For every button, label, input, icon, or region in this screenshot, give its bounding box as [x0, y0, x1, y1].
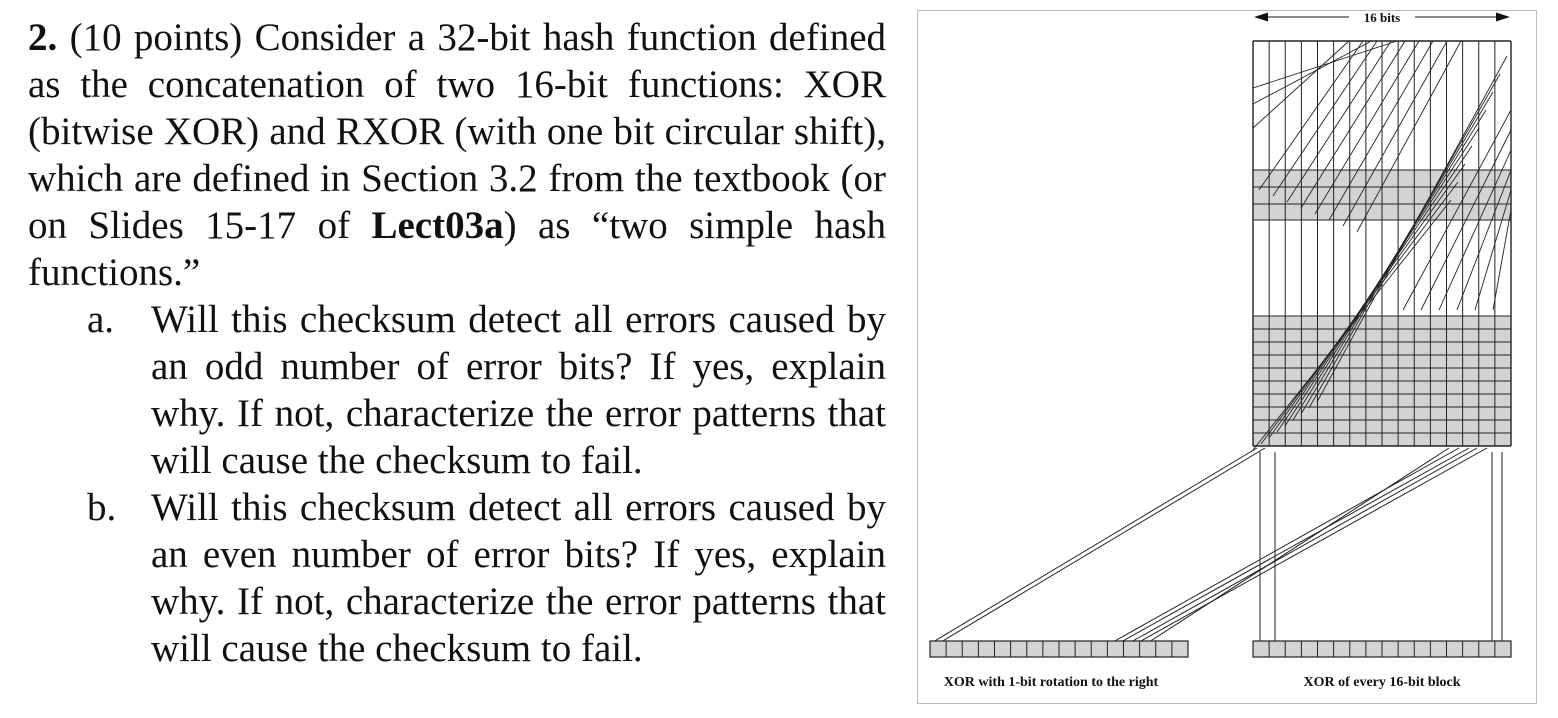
width-label: 16 bits	[1364, 10, 1400, 25]
diagonal-line	[1328, 40, 1434, 221]
width-arrow: 16 bits	[1254, 10, 1510, 25]
part-b-text: Will this checksum detect all errors cau…	[151, 486, 886, 670]
output-route-line	[1138, 447, 1488, 643]
part-a: a. Will this checksum detect all errors …	[28, 296, 886, 484]
output-route-line	[940, 447, 1266, 643]
output-route-line	[1112, 447, 1460, 643]
question-intro: 2. (10 points) Consider a 32-bit hash fu…	[28, 14, 886, 296]
question-intro-tail: ) as “two simple hash functions.”	[28, 204, 886, 294]
bit-grid	[1252, 40, 1512, 447]
diagonal-line	[1314, 40, 1420, 215]
diagonal-line	[1474, 189, 1512, 311]
output-registers	[929, 640, 1512, 658]
figure-border	[917, 10, 1537, 704]
diagonal-line	[1402, 109, 1512, 311]
diagonal-line	[1356, 40, 1462, 233]
output-route-line	[1148, 447, 1450, 643]
diagonal-line	[1252, 40, 1398, 89]
diagonal-line	[1316, 55, 1508, 403]
question-intro-text: (10 points) Consider a 32-bit hash funct…	[28, 16, 886, 247]
question-number: 2.	[28, 16, 58, 59]
diagonal-line	[1438, 149, 1512, 311]
right-caption: XOR of every 16-bit block	[1303, 675, 1460, 690]
question-text: 2. (10 points) Consider a 32-bit hash fu…	[28, 14, 886, 672]
diagonal-line	[1300, 91, 1494, 415]
arrow-left-icon	[1254, 12, 1268, 22]
left-caption: XOR with 1-bit rotation to the right	[944, 675, 1159, 690]
arrow-right-icon	[1496, 12, 1510, 22]
diagonal-line	[1258, 40, 1364, 191]
hash-function-diagram: 16 bits XOR with 1-bit rotation to the r…	[917, 10, 1537, 704]
part-a-label: a.	[87, 298, 115, 341]
output-lines	[932, 447, 1503, 643]
output-route-line	[932, 447, 1258, 643]
part-b-label: b.	[87, 486, 117, 529]
diagram-svg: 16 bits XOR with 1-bit rotation to the r…	[917, 10, 1537, 704]
diagonal-line	[1492, 209, 1512, 311]
output-route-line	[1130, 447, 1478, 643]
diagonal-line	[1300, 40, 1406, 209]
part-b: b. Will this checksum detect all errors …	[28, 484, 886, 672]
diagonal-line	[1286, 40, 1392, 203]
output-route-line	[1120, 447, 1470, 643]
lecture-reference: Lect03a	[371, 204, 504, 247]
diagonal-line	[1308, 73, 1501, 409]
part-a-text: Will this checksum detect all errors cau…	[151, 298, 886, 482]
diagonal-line	[1252, 40, 1372, 105]
diagonal-line	[1456, 169, 1512, 311]
diagonal-line	[1342, 40, 1448, 227]
